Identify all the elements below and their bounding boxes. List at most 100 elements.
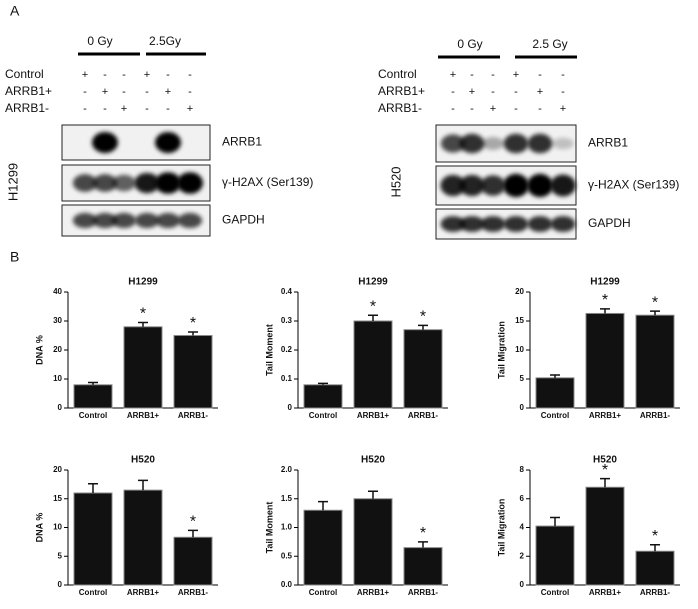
condition-label: Control [5,67,44,81]
condition-sign: - [122,69,126,81]
condition-sign: - [561,86,565,98]
y-tick-label: 5 [520,374,525,383]
panel-label: B [10,249,19,265]
y-tick-label: 15 [515,316,524,325]
chart-title: H520 [131,455,155,466]
error-bar [188,529,198,538]
dose-label: 2.5 Gy [532,37,567,51]
bar [535,377,575,409]
blot-band [72,174,98,192]
blot-band [459,133,485,154]
blot-band [550,174,576,197]
y-tick-label: 0 [58,403,63,412]
blot-band [111,212,137,229]
condition-sign: - [491,86,495,98]
y-axis-label: Tail Moment [264,502,274,554]
bar [73,492,113,586]
error-bar [418,541,428,548]
bar [585,312,625,409]
y-tick-label: 0.0 [281,580,293,589]
x-tick-label: ARRB1+ [589,588,622,597]
y-tick-label: 40 [53,287,62,296]
condition-sign: - [470,103,474,115]
x-tick-label: ARRB1+ [589,411,622,420]
condition-sign: + [121,103,127,115]
band-label: γ-H2AX (Ser139) [588,178,679,192]
blot-band [550,216,576,232]
y-tick-label: 6 [520,494,525,503]
y-axis-label: DNA % [34,335,44,365]
condition-sign: + [469,86,475,98]
significance-mark: * [190,315,196,332]
condition-sign: - [470,69,474,81]
x-tick-label: ARRB1- [178,588,209,597]
significance-mark: * [602,462,608,479]
y-tick-label: 5 [58,551,63,560]
bar [635,550,675,586]
condition-sign: + [82,69,88,81]
condition-sign: + [537,86,543,98]
condition-sign: + [144,69,150,81]
error-bar [88,483,98,493]
y-tick-label: 0 [58,580,63,589]
condition-sign: + [513,69,519,81]
x-tick-label: Control [79,411,107,420]
condition-sign: - [491,69,495,81]
condition-sign: - [514,86,518,98]
bar [585,486,625,586]
blot-band [72,212,98,229]
dose-label: 0 Gy [87,34,112,48]
condition-sign: - [538,69,542,81]
bar [303,509,343,586]
chart-title: H1299 [128,277,158,288]
y-tick-label: 0.3 [281,316,293,325]
condition-label: ARRB1+ [5,84,52,98]
condition-sign: - [166,103,170,115]
chart-title: H520 [593,455,617,466]
bar [123,489,163,586]
y-tick-label: 2 [520,551,525,560]
y-tick-label: 15 [53,494,62,503]
bar [73,384,113,409]
y-tick-label: 0 [288,403,293,412]
y-tick-label: 0.2 [281,345,293,354]
condition-sign: - [561,69,565,81]
blot-band [155,212,181,229]
significance-mark: * [420,309,426,326]
blot-band [92,132,118,153]
blot-band [503,133,529,154]
blot-band [527,133,553,154]
error-bar [550,516,560,527]
bar [403,547,443,586]
y-axis-label: DNA % [34,513,44,543]
cell-line-label: H1299 [5,163,20,201]
error-bar [138,321,148,327]
blot-band [440,216,466,232]
blot-band [177,172,203,194]
cell-line-label: H520 [388,166,403,197]
error-bar [88,381,98,385]
y-tick-label: 30 [53,316,62,325]
chart-title: H520 [361,455,385,466]
condition-sign: - [103,103,107,115]
condition-label: Control [378,67,417,81]
y-tick-label: 8 [520,465,525,474]
condition-sign: + [102,86,108,98]
significance-mark: * [602,292,608,309]
blot-band [503,173,529,198]
y-tick-label: 0.5 [281,551,293,560]
significance-mark: * [652,294,658,311]
bar [173,335,213,409]
blot-band [134,172,160,194]
blot-band [482,137,504,150]
y-tick-label: 0.1 [281,374,293,383]
bar [353,498,393,586]
bar [403,329,443,409]
bar [635,314,675,409]
significance-mark: * [190,514,196,531]
x-tick-label: Control [309,588,337,597]
condition-sign: - [103,69,107,81]
dose-label: 2.5Gy [149,34,181,48]
band-label: ARRB1 [588,136,628,150]
